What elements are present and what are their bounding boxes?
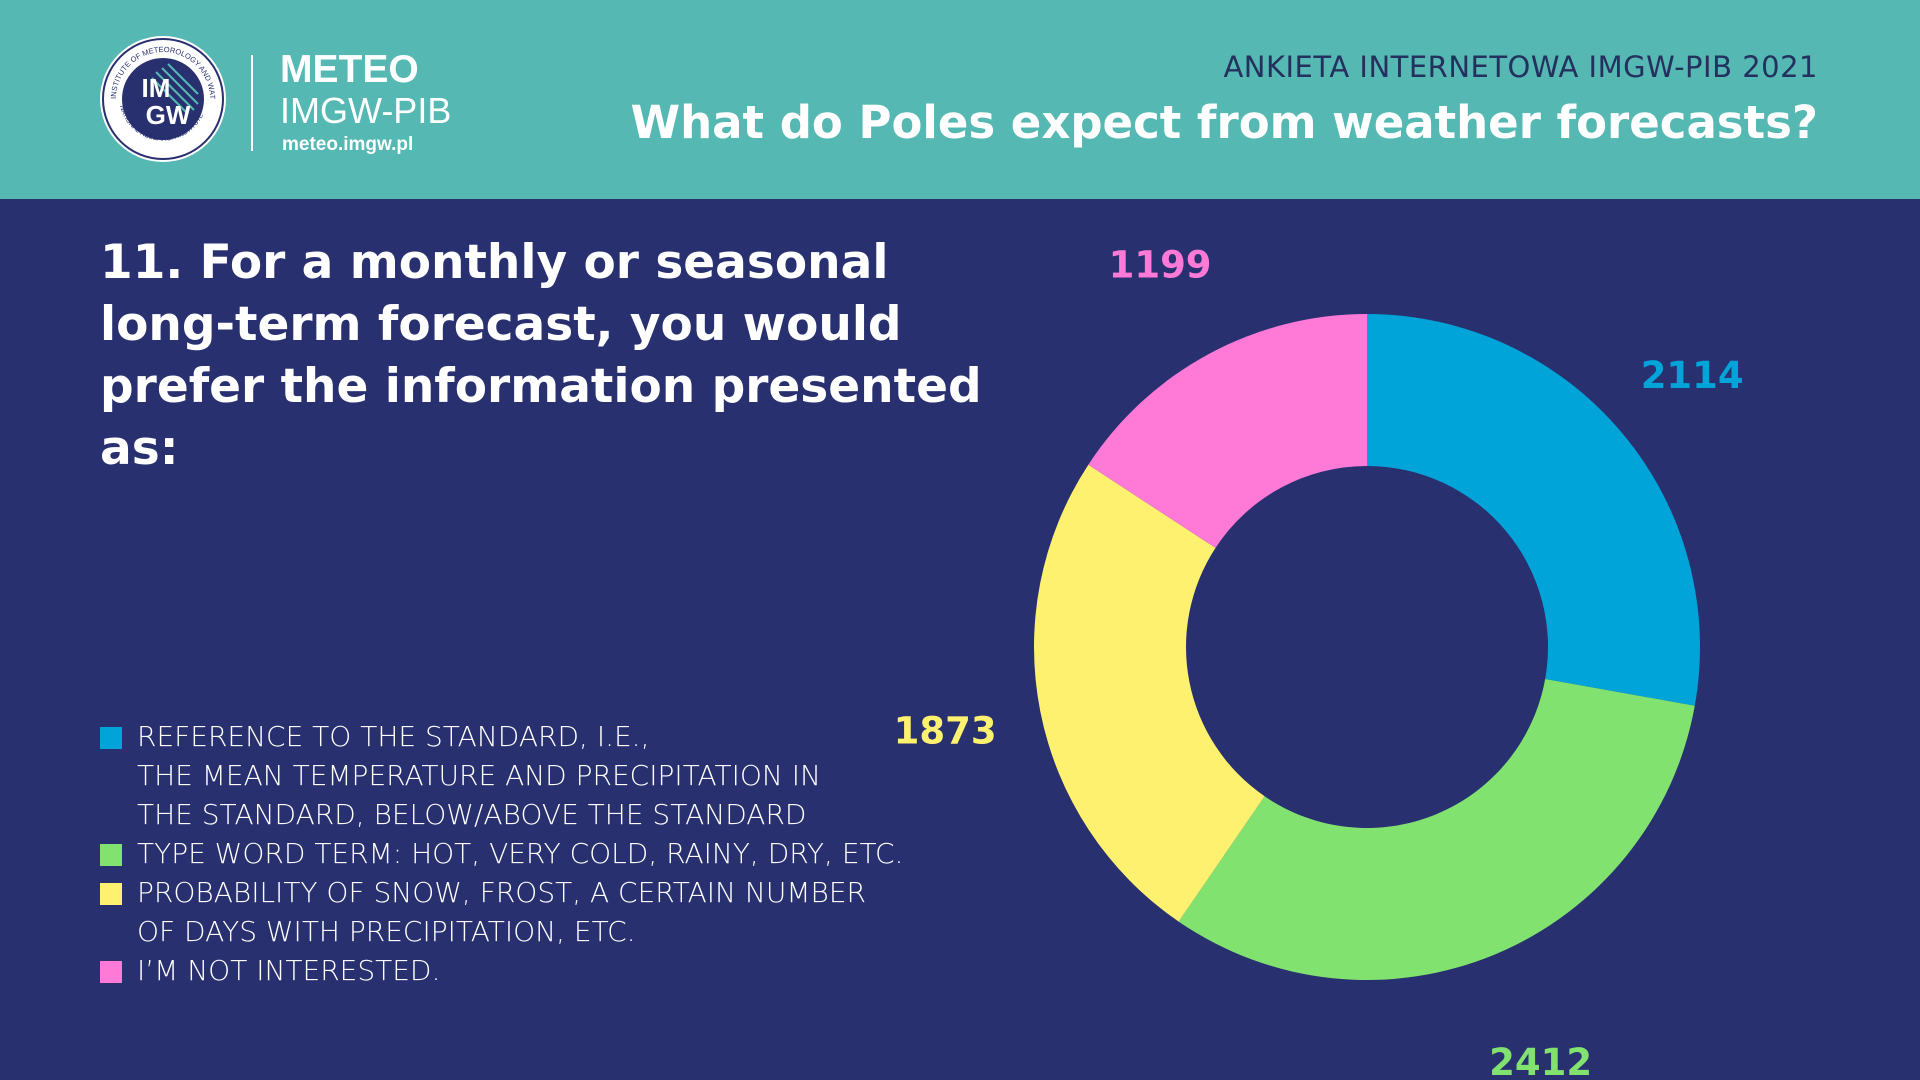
- page-title: What do Poles expect from weather foreca…: [630, 96, 1819, 149]
- chart-legend: REFERENCE TO THE STANDARD, I.E., THE MEA…: [100, 717, 960, 990]
- brand-subtitle: IMGW-PIB: [280, 90, 452, 131]
- legend-label: TYPE WORD TERM: HOT, VERY COLD, RAINY, D…: [137, 837, 904, 870]
- brand-url: meteo.imgw.pl: [282, 134, 414, 155]
- legend-item: TYPE WORD TERM: HOT, VERY COLD, RAINY, D…: [100, 834, 960, 873]
- question-text: 11. For a monthly or seasonal long-term …: [100, 232, 1060, 480]
- legend-label: I’M NOT INTERESTED.: [137, 954, 441, 987]
- donut-slice: [1088, 314, 1367, 548]
- question-line: long-term forecast, you would: [100, 297, 902, 352]
- question-line: 11. For a monthly or seasonal: [100, 235, 889, 290]
- slice-value-label: 2412: [1489, 1041, 1592, 1080]
- donut-slice: [1034, 464, 1265, 922]
- survey-name: ANKIETA INTERNETOWA IMGW-PIB 2021: [1223, 50, 1818, 84]
- slice-value-label: 1199: [1109, 243, 1212, 286]
- header-bar: INSTITUTE OF METEOROLOGY AND WATER MANAG…: [0, 0, 1920, 199]
- imgw-seal-logo: INSTITUTE OF METEOROLOGY AND WATER MANAG…: [98, 34, 226, 162]
- legend-label: REFERENCE TO THE STANDARD, I.E.,: [137, 720, 650, 753]
- legend-item: REFERENCE TO THE STANDARD, I.E., THE MEA…: [100, 717, 960, 834]
- legend-swatch: [100, 883, 122, 905]
- svg-text:IM: IM: [142, 73, 171, 103]
- legend-item: I’M NOT INTERESTED.: [100, 951, 960, 990]
- legend-item: PROBABILITY OF SNOW, FROST, A CERTAIN NU…: [100, 873, 960, 951]
- legend-label: THE MEAN TEMPERATURE AND PRECIPITATION I…: [137, 759, 821, 792]
- legend-label: THE STANDARD, BELOW/ABOVE THE STANDARD: [137, 798, 807, 831]
- slice-value-label: 2114: [1641, 354, 1744, 397]
- donut-slice: [1178, 678, 1695, 980]
- svg-text:GW: GW: [146, 100, 191, 130]
- donut-slice: [1367, 314, 1700, 706]
- brand-name: METEO: [280, 48, 419, 91]
- question-line: prefer the information presented as:: [100, 359, 982, 476]
- legend-swatch: [100, 961, 122, 983]
- logo-divider: [251, 55, 253, 151]
- legend-swatch: [100, 727, 122, 749]
- legend-label: OF DAYS WITH PRECIPITATION, ETC.: [137, 915, 636, 948]
- slice-value-label: 1873: [894, 709, 997, 752]
- legend-label: PROBABILITY OF SNOW, FROST, A CERTAIN NU…: [137, 876, 866, 909]
- legend-swatch: [100, 844, 122, 866]
